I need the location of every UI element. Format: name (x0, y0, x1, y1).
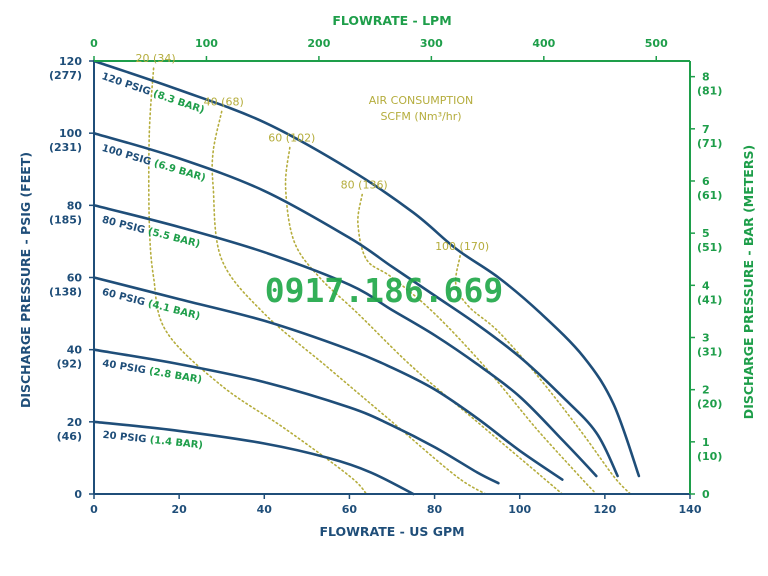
y-tick-label-left-0: 0 (74, 488, 82, 501)
x-tick-label-bottom-5: 100 (508, 503, 531, 516)
air-curve-label-0: 20 (34) (136, 52, 176, 65)
y-tick-label-right-8: 8 (702, 71, 710, 84)
y-tick-label-left-5: 100 (59, 127, 82, 140)
pressure-curve-1 (92, 131, 619, 478)
air-curve-label-4: 100 (170) (435, 240, 489, 253)
y-tick-label-right-0: 0 (702, 488, 710, 501)
pressure-curve-label-4: 40 PSIG (2.8 BAR) (101, 358, 202, 386)
air-curve-3 (357, 193, 598, 495)
y-tick-sublabel-right-5: (51) (697, 241, 722, 254)
y-tick-sublabel-right-3: (31) (697, 345, 722, 358)
x-axis-title-bottom: FLOWRATE - US GPM (319, 524, 464, 539)
y-tick-label-right-3: 3 (702, 331, 710, 344)
y-tick-label-left-1: 20 (67, 416, 83, 429)
y-tick-label-right-4: 4 (702, 279, 710, 292)
x-tick-label-bottom-3: 60 (342, 503, 358, 516)
x-tick-label-top-1: 100 (195, 37, 218, 50)
y-tick-label-left-2: 40 (67, 344, 83, 357)
y-tick-sublabel-left-3: (138) (49, 286, 82, 299)
pressure-curve-5 (92, 420, 415, 496)
pressure-curve-4 (92, 348, 500, 485)
y-tick-sublabel-right-4: (41) (697, 293, 722, 306)
y-tick-sublabel-right-8: (81) (697, 85, 722, 98)
y-tick-label-right-5: 5 (702, 227, 710, 240)
air-curve-1 (211, 110, 487, 495)
y-tick-sublabel-right-6: (61) (697, 189, 722, 202)
x-tick-label-top-4: 400 (532, 37, 555, 50)
y-axis-title-right: DISCHARGE PRESSURE - BAR (METERS) (741, 145, 756, 419)
pressure-curve-2 (92, 204, 598, 478)
y-tick-sublabel-left-6: (277) (49, 69, 82, 82)
y-tick-sublabel-right-1: (10) (697, 450, 722, 463)
y-axis-title-left: DISCHARGE PRESSURE - PSIG (FEET) (18, 152, 33, 408)
x-tick-label-bottom-2: 40 (257, 503, 273, 516)
x-tick-label-top-0: 0 (90, 37, 98, 50)
air-curve-0 (147, 67, 368, 495)
y-tick-label-right-6: 6 (702, 175, 710, 188)
y-tick-sublabel-right-7: (71) (697, 137, 722, 150)
air-curve-2 (284, 146, 564, 495)
y-tick-label-left-6: 120 (59, 55, 82, 68)
air-curve-4 (454, 255, 632, 495)
y-tick-label-right-7: 7 (702, 123, 710, 136)
pressure-curve-3 (92, 276, 564, 481)
x-tick-label-top-3: 300 (420, 37, 443, 50)
x-axis-title-top: FLOWRATE - LPM (332, 13, 451, 28)
y-tick-sublabel-right-2: (20) (697, 398, 722, 411)
pressure-curve-0 (92, 59, 641, 478)
x-tick-label-bottom-6: 120 (593, 503, 616, 516)
air-curve-label-1: 40 (68) (204, 96, 244, 109)
x-tick-label-bottom-7: 140 (679, 503, 702, 516)
y-tick-label-right-2: 2 (702, 384, 710, 397)
phone-watermark: 0917.186.669 (265, 271, 503, 310)
y-tick-label-left-3: 60 (67, 272, 83, 285)
y-tick-sublabel-left-5: (231) (49, 141, 82, 154)
air-curve-label-3: 80 (136) (341, 179, 388, 192)
x-tick-label-bottom-4: 80 (427, 503, 443, 516)
y-tick-sublabel-left-2: (92) (57, 358, 82, 371)
plot-area (92, 59, 641, 496)
x-tick-label-top-2: 200 (307, 37, 330, 50)
y-tick-sublabel-left-4: (185) (49, 213, 82, 226)
x-tick-label-bottom-0: 0 (90, 503, 98, 516)
y-tick-label-left-4: 80 (67, 199, 83, 212)
y-tick-sublabel-left-1: (46) (57, 430, 82, 443)
air-curve-label-2: 60 (102) (268, 132, 315, 145)
y-tick-label-right-1: 1 (702, 436, 710, 449)
x-tick-label-bottom-1: 20 (171, 503, 187, 516)
air-consumption-units: SCFM (Nm³/hr) (380, 110, 461, 123)
x-tick-label-top-5: 500 (645, 37, 668, 50)
air-consumption-title: AIR CONSUMPTION (369, 94, 473, 107)
